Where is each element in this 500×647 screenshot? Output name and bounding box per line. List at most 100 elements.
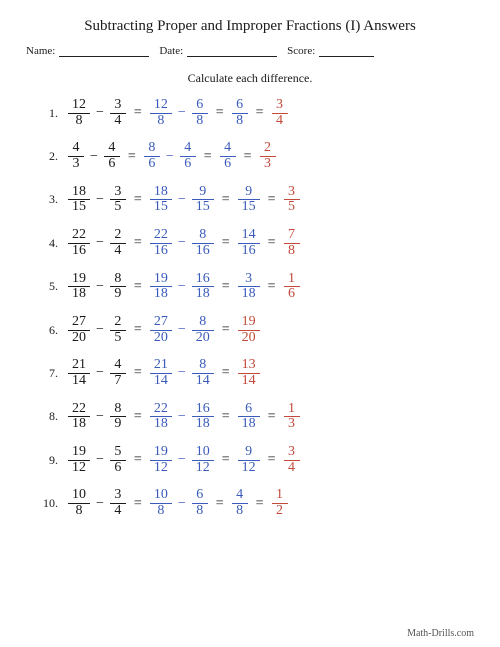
equals-icon: = [268, 409, 276, 425]
denominator: 12 [238, 461, 260, 476]
problem-row: 2. 4 3 − 4 6 = 8 6 − 4 6 = 4 6 = 2 3 [36, 141, 474, 171]
denominator: 12 [150, 461, 172, 476]
equals-icon: = [128, 149, 136, 165]
numerator: 3 [112, 488, 123, 503]
denominator: 15 [192, 200, 214, 215]
numerator: 3 [286, 445, 297, 460]
score-field: Score: [287, 45, 374, 57]
numerator: 4 [106, 141, 117, 156]
numerator: 19 [68, 445, 90, 460]
numerator: 27 [68, 315, 90, 330]
minus-icon: − [96, 365, 104, 381]
denominator: 16 [150, 244, 172, 259]
numerator: 7 [286, 228, 297, 243]
numerator: 8 [195, 315, 210, 330]
minus-icon: − [96, 235, 104, 251]
equals-icon: = [134, 105, 142, 121]
numerator: 4 [232, 488, 247, 503]
fraction: 27 20 [68, 315, 90, 345]
numerator: 16 [192, 402, 214, 417]
equals-icon: = [268, 192, 276, 208]
numerator: 1 [274, 488, 285, 503]
fraction: 2 4 [110, 228, 126, 258]
denominator: 16 [238, 244, 260, 259]
fraction: 22 16 [68, 228, 90, 258]
fraction: 6 8 [192, 488, 208, 518]
date-field: Date: [159, 45, 277, 57]
fraction: 8 20 [192, 315, 214, 345]
numerator: 22 [68, 402, 90, 417]
equals-icon: = [222, 322, 230, 338]
fraction: 6 18 [238, 402, 260, 432]
minus-icon: − [166, 149, 174, 165]
denominator: 5 [112, 200, 123, 215]
numerator: 3 [286, 185, 297, 200]
fraction: 3 4 [110, 488, 126, 518]
denominator: 8 [72, 504, 87, 519]
minus-icon: − [96, 322, 104, 338]
denominator: 8 [72, 114, 87, 129]
denominator: 14 [192, 374, 214, 389]
denominator: 18 [68, 417, 90, 432]
minus-icon: − [178, 279, 186, 295]
denominator: 14 [68, 374, 90, 389]
numerator: 22 [150, 402, 172, 417]
problem-row: 7. 21 14 − 4 7 = 21 14 − 8 14 = 13 14 [36, 358, 474, 388]
denominator: 8 [192, 504, 207, 519]
score-line [319, 56, 374, 57]
fraction: 6 8 [192, 98, 208, 128]
denominator: 18 [150, 417, 172, 432]
fraction: 12 8 [68, 98, 90, 128]
problem-row: 6. 27 20 − 2 5 = 27 20 − 8 20 = 19 20 [36, 315, 474, 345]
denominator: 5 [286, 200, 297, 215]
fraction: 8 16 [192, 228, 214, 258]
problem-row: 3. 18 15 − 3 5 = 18 15 − 9 15 = 9 15 = 3… [36, 185, 474, 215]
problem-row: 5. 19 18 − 8 9 = 19 18 − 16 18 = 3 18 = … [36, 272, 474, 302]
denominator: 20 [68, 331, 90, 346]
numerator: 12 [150, 98, 172, 113]
fraction: 9 15 [238, 185, 260, 215]
numerator: 5 [112, 445, 123, 460]
problem-number: 4. [36, 236, 58, 251]
equals-icon: = [222, 279, 230, 295]
minus-icon: − [178, 365, 186, 381]
minus-icon: − [178, 496, 186, 512]
numerator: 2 [112, 315, 123, 330]
problem-row: 10. 10 8 − 3 4 = 10 8 − 6 8 = 4 8 = 1 2 [36, 488, 474, 518]
equals-icon: = [222, 192, 230, 208]
equals-icon: = [222, 452, 230, 468]
minus-icon: − [96, 452, 104, 468]
numerator: 8 [146, 141, 157, 156]
fraction: 9 12 [238, 445, 260, 475]
denominator: 3 [71, 157, 82, 172]
minus-icon: − [178, 322, 186, 338]
denominator: 3 [262, 157, 273, 172]
denominator: 6 [222, 157, 233, 172]
fraction: 18 15 [68, 185, 90, 215]
denominator: 6 [182, 157, 193, 172]
minus-icon: − [90, 149, 98, 165]
equals-icon: = [256, 496, 264, 512]
numerator: 3 [241, 272, 256, 287]
minus-icon: − [96, 192, 104, 208]
problem-number: 8. [36, 409, 58, 424]
problem-row: 9. 19 12 − 5 6 = 19 12 − 10 12 = 9 12 = … [36, 445, 474, 475]
problem-number: 7. [36, 366, 58, 381]
minus-icon: − [178, 452, 186, 468]
numerator: 16 [192, 272, 214, 287]
fraction: 21 14 [150, 358, 172, 388]
denominator: 6 [286, 287, 297, 302]
fraction: 4 8 [232, 488, 248, 518]
denominator: 2 [274, 504, 285, 519]
numerator: 19 [68, 272, 90, 287]
numerator: 4 [182, 141, 193, 156]
fraction: 14 16 [238, 228, 260, 258]
minus-icon: − [178, 409, 186, 425]
numerator: 19 [150, 272, 172, 287]
fraction: 4 6 [220, 141, 236, 171]
problem-row: 4. 22 16 − 2 4 = 22 16 − 8 16 = 14 16 = … [36, 228, 474, 258]
numerator: 8 [112, 402, 123, 417]
denominator: 4 [112, 114, 123, 129]
denominator: 18 [150, 287, 172, 302]
problem-row: 8. 22 18 − 8 9 = 22 18 − 16 18 = 6 18 = … [36, 402, 474, 432]
